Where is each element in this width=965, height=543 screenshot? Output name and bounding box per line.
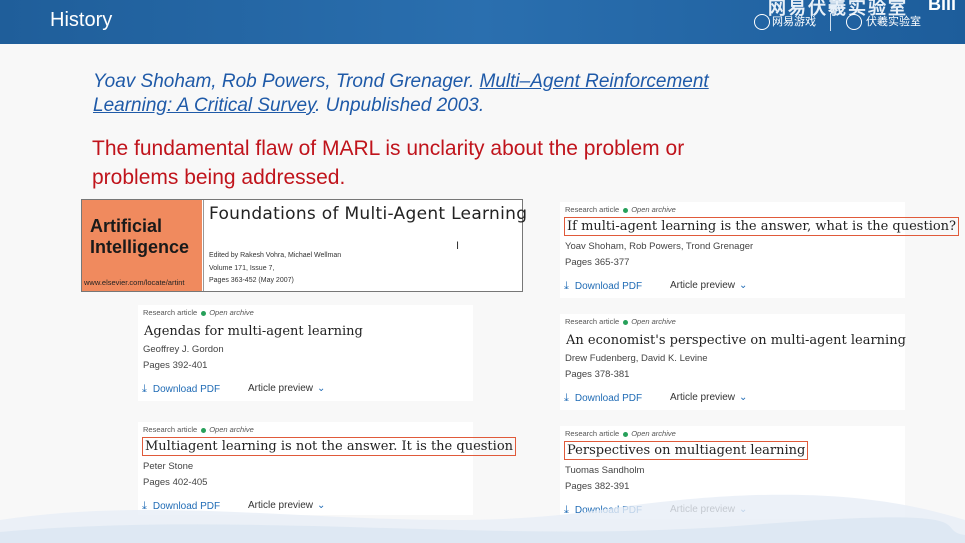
download-icon: ⤓ bbox=[142, 500, 147, 512]
article-pages: Pages 392-401 bbox=[143, 360, 208, 371]
decorative-wave bbox=[0, 494, 965, 543]
article-pages: Pages 365-377 bbox=[565, 257, 630, 268]
article-pages: Pages 402-405 bbox=[143, 477, 208, 488]
download-pdf-button[interactable]: ⤓Download PDF bbox=[564, 392, 643, 404]
reference-authors: Yoav Shoham, Rob Powers, Trond Grenager. bbox=[93, 71, 480, 92]
journal-badge: Artificial Intelligence www.elsevier.com… bbox=[82, 200, 202, 291]
journal-name: Artificial Intelligence bbox=[90, 216, 190, 257]
open-archive-dot-icon bbox=[623, 207, 629, 213]
reference-suffix: . Unpublished 2003. bbox=[315, 95, 485, 116]
bilibili-watermark: Bili bbox=[928, 0, 957, 14]
chevron-down-icon: ⌄ bbox=[739, 392, 748, 403]
article-tag: Research article Open archive bbox=[143, 308, 254, 317]
netease-games-logo-icon bbox=[754, 14, 770, 30]
download-icon: ⤓ bbox=[564, 392, 569, 404]
article-title-link[interactable]: Agendas for multi-agent learning bbox=[144, 324, 363, 339]
open-archive-dot-icon bbox=[623, 319, 629, 325]
issue-volume: Volume 171, Issue 7, bbox=[209, 265, 275, 272]
open-archive-dot-icon bbox=[201, 427, 207, 433]
brand-lab-name: 网易伏羲实验室 bbox=[768, 0, 908, 19]
article-preview-button[interactable]: Article preview⌄ bbox=[670, 392, 748, 403]
article-pages: Pages 382-391 bbox=[565, 481, 630, 492]
article-authors: Tuomas Sandholm bbox=[565, 465, 645, 476]
article-card: Research article Open archive If multi-ag… bbox=[560, 202, 960, 298]
brand-netease-games: 网易游戏 bbox=[772, 15, 816, 28]
issue-editors: Edited by Rakesh Vohra, Michael Wellman bbox=[209, 252, 342, 259]
download-pdf-button[interactable]: ⤓Download PDF bbox=[564, 280, 643, 292]
article-title-link[interactable]: Perspectives on multiagent learning bbox=[564, 441, 809, 460]
article-card: Research article Open archive Multiagent … bbox=[138, 422, 517, 515]
article-authors: Geoffrey J. Gordon bbox=[143, 344, 224, 355]
article-card: Research article Open archive An economis… bbox=[560, 314, 906, 410]
article-title-link[interactable]: If multi-agent learning is the answer, w… bbox=[564, 217, 960, 236]
issue-cover: Artificial Intelligence www.elsevier.com… bbox=[81, 199, 527, 292]
slide-title: History bbox=[50, 9, 113, 31]
open-archive-dot-icon bbox=[623, 431, 629, 437]
article-authors: Drew Fudenberg, David K. Levine bbox=[565, 353, 708, 364]
chevron-down-icon: ⌄ bbox=[739, 280, 748, 291]
article-title-link[interactable]: Multiagent learning is not the answer. I… bbox=[142, 437, 517, 456]
header-bar: History 网易伏羲实验室 网易游戏 伏羲实验室 Bili bbox=[0, 0, 965, 44]
survey-reference: Yoav Shoham, Rob Powers, Trond Grenager.… bbox=[93, 70, 793, 118]
chevron-down-icon: ⌄ bbox=[317, 383, 326, 394]
open-archive-dot-icon bbox=[201, 310, 207, 316]
journal-url: www.elsevier.com/locate/artint bbox=[84, 278, 185, 287]
issue-info: Foundations of Multi-Agent Learning Edit… bbox=[203, 200, 527, 291]
download-icon: ⤓ bbox=[564, 504, 569, 516]
article-preview-button[interactable]: Article preview⌄ bbox=[670, 280, 748, 291]
download-pdf-button[interactable]: ⤓Download PDF bbox=[142, 383, 221, 395]
article-card: Research article Open archive Agendas for… bbox=[138, 305, 473, 401]
issue-pages: Pages 363-452 (May 2007) bbox=[209, 277, 294, 284]
article-tag: Research article Open archive bbox=[565, 317, 676, 326]
article-pages: Pages 378-381 bbox=[565, 369, 630, 380]
article-tag: Research article Open archive bbox=[565, 429, 676, 438]
article-authors: Yoav Shoham, Rob Powers, Trond Grenager bbox=[565, 241, 754, 252]
chevron-down-icon: ⌄ bbox=[317, 500, 326, 511]
brand-divider bbox=[830, 13, 831, 31]
article-preview-button[interactable]: Article preview⌄ bbox=[248, 383, 326, 394]
download-icon: ⤓ bbox=[564, 280, 569, 292]
reference-title-link[interactable]: Multi–Agent Reinforcement Learning: A Cr… bbox=[93, 71, 709, 116]
issue-title: Foundations of Multi-Agent Learning bbox=[209, 204, 528, 224]
flaw-statement: The fundamental flaw of MARL is unclarit… bbox=[92, 137, 685, 189]
text-cursor-icon: I bbox=[456, 240, 460, 252]
article-tag: Research article Open archive bbox=[143, 425, 254, 434]
article-title-link[interactable]: An economist's perspective on multi-agen… bbox=[566, 333, 906, 348]
article-preview-button[interactable]: Article preview⌄ bbox=[248, 500, 326, 511]
article-tag: Research article Open archive bbox=[565, 205, 676, 214]
article-authors: Peter Stone bbox=[143, 461, 194, 472]
fuxi-lab-logo-icon bbox=[846, 14, 862, 30]
brand-fuxi-lab: 伏羲实验室 bbox=[866, 15, 921, 28]
download-pdf-button[interactable]: ⤓Download PDF bbox=[142, 500, 221, 512]
download-icon: ⤓ bbox=[142, 383, 147, 395]
